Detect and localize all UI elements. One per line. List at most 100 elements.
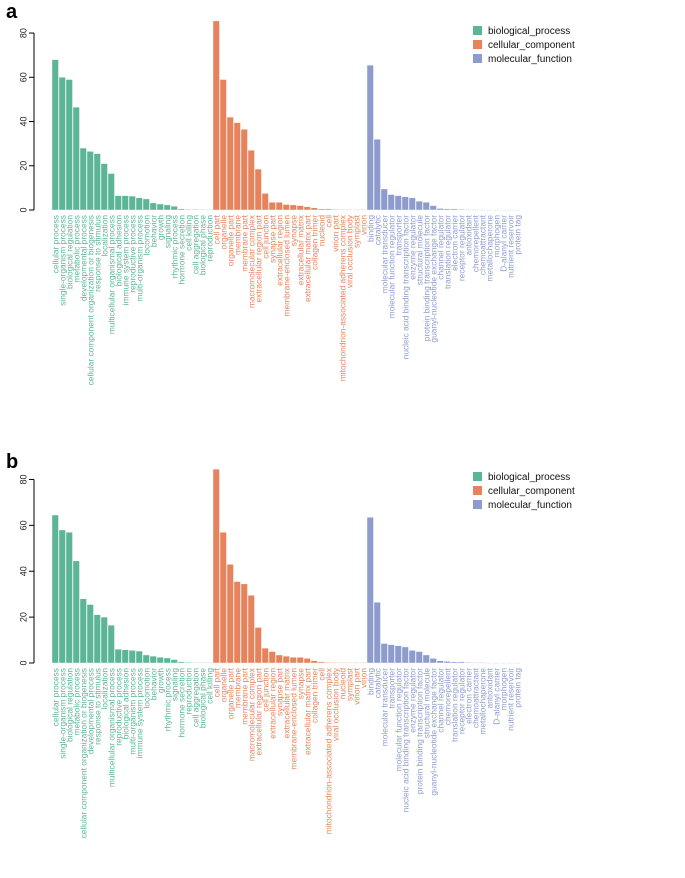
bar-biological_process [149,655,157,664]
bar-biological_process [135,650,143,664]
category-label: metallochaperone [477,668,487,735]
bar-biological_process [184,662,192,664]
bar-biological_process [100,163,108,211]
category-label: cell aggregation [190,215,200,274]
bar-molecular_function [429,205,437,211]
category-label: collagen trimer [309,215,319,270]
bar-molecular_function [394,645,402,664]
category-label: localization [99,215,109,257]
bar-biological_process [184,209,192,211]
category-label: guanyl-nucleotide exchange factor [428,215,438,343]
category-label: symplast [344,667,354,701]
category-label: localization [99,668,109,710]
bar-molecular_function [499,209,507,211]
category-label: protein tag [512,215,522,255]
category-label: mitochondrion-associated adherens comple… [323,667,333,834]
category-label: multi-organism process [127,668,137,755]
bar-cellular_component [303,658,311,664]
legend-swatch-biological_process [473,26,482,35]
category-label: D-alanyl carrier [491,668,501,725]
bar-biological_process [191,662,199,664]
bar-biological_process [121,195,129,211]
bar-biological_process [205,662,213,664]
bar-biological_process [170,206,178,211]
category-label: extracellular region part [253,667,263,755]
category-label: synapse part [274,667,284,716]
category-label: metabolic process [71,668,81,736]
category-label: cell [316,668,326,681]
bar-molecular_function [464,209,472,211]
category-label: extracellular matrix [295,214,305,285]
bar-molecular_function [401,646,409,664]
category-label: virion part [330,214,340,251]
legend-label: molecular_function [488,500,572,511]
bar-molecular_function [506,662,514,664]
category-label: binding [365,668,375,695]
bar-molecular_function [492,209,500,211]
bar-molecular_function [401,196,409,211]
bar-cellular_component [226,116,234,211]
bar-biological_process [72,560,80,664]
bar-biological_process [156,657,164,664]
bar-molecular_function [499,662,507,664]
category-label: biological regulation [64,668,74,742]
category-label: cellular component organization or bioge… [85,215,95,385]
category-label: locomotion [141,215,151,256]
bar-molecular_function [450,208,458,211]
bar-biological_process [114,649,122,664]
bar-molecular_function [415,200,423,211]
bar-cellular_component [268,202,276,211]
bar-cellular_component [247,595,255,664]
category-label: biological phase [197,215,207,275]
chart-panel-a: a 0 20 40 60 80 cellular processsingle-organis… [6,1,575,385]
category-label: chemoattractant [477,214,487,275]
bar-molecular_function [506,209,514,211]
legend-label: biological_process [488,26,570,37]
category-label: chemoattractant [470,667,480,728]
category-label: response to stimulus [92,215,102,292]
category-label: organelle part [225,667,235,719]
bar-cellular_component [226,564,234,664]
category-label: extracellular matrix [281,667,291,738]
bar-cellular_component [324,208,332,211]
bar-cellular_component [345,662,353,664]
bar-molecular_function [492,662,500,664]
category-label: cell killing [183,215,193,251]
bar-cellular_component [331,209,339,211]
category-label: response to stimulus [92,668,102,745]
category-label: membrane part [239,214,249,271]
bar-cellular_component [282,655,290,664]
bar-cellular_component [310,660,318,664]
bar-cellular_component [219,532,227,664]
category-label: protein binding transcription factor [421,215,431,341]
category-label: organelle [218,668,228,703]
y-tick-label: 40 [18,117,28,127]
bar-biological_process [65,532,73,664]
bar-cellular_component [359,209,367,211]
bar-molecular_function [450,661,458,664]
category-label: virion [358,215,368,235]
bar-molecular_function [366,64,374,211]
category-label: biological phase [197,668,207,728]
category-label: antioxidant [484,667,494,708]
bar-molecular_function [380,643,388,664]
category-label: collagen trimer [309,668,319,723]
category-label: morphogen [491,215,501,258]
bar-cellular_component [303,206,311,211]
category-label: synapse part [267,214,277,263]
bar-biological_process [163,204,171,211]
bar-biological_process [128,650,136,664]
bar-cellular_component [352,209,360,211]
bar-cellular_component [275,202,283,211]
category-label: extracellular matrix part [302,667,312,755]
category-label: signaling [162,215,172,248]
category-label: extracellular region [267,668,277,739]
bar-molecular_function [408,650,416,664]
y-tick-label: 80 [18,474,28,484]
category-label: catalytic [372,668,382,698]
bar-molecular_function [457,209,465,211]
category-label: viral occlusion body [344,214,354,288]
bar-biological_process [198,209,206,211]
y-tick-label: 20 [18,161,28,171]
category-label: single-organism process [57,668,67,759]
